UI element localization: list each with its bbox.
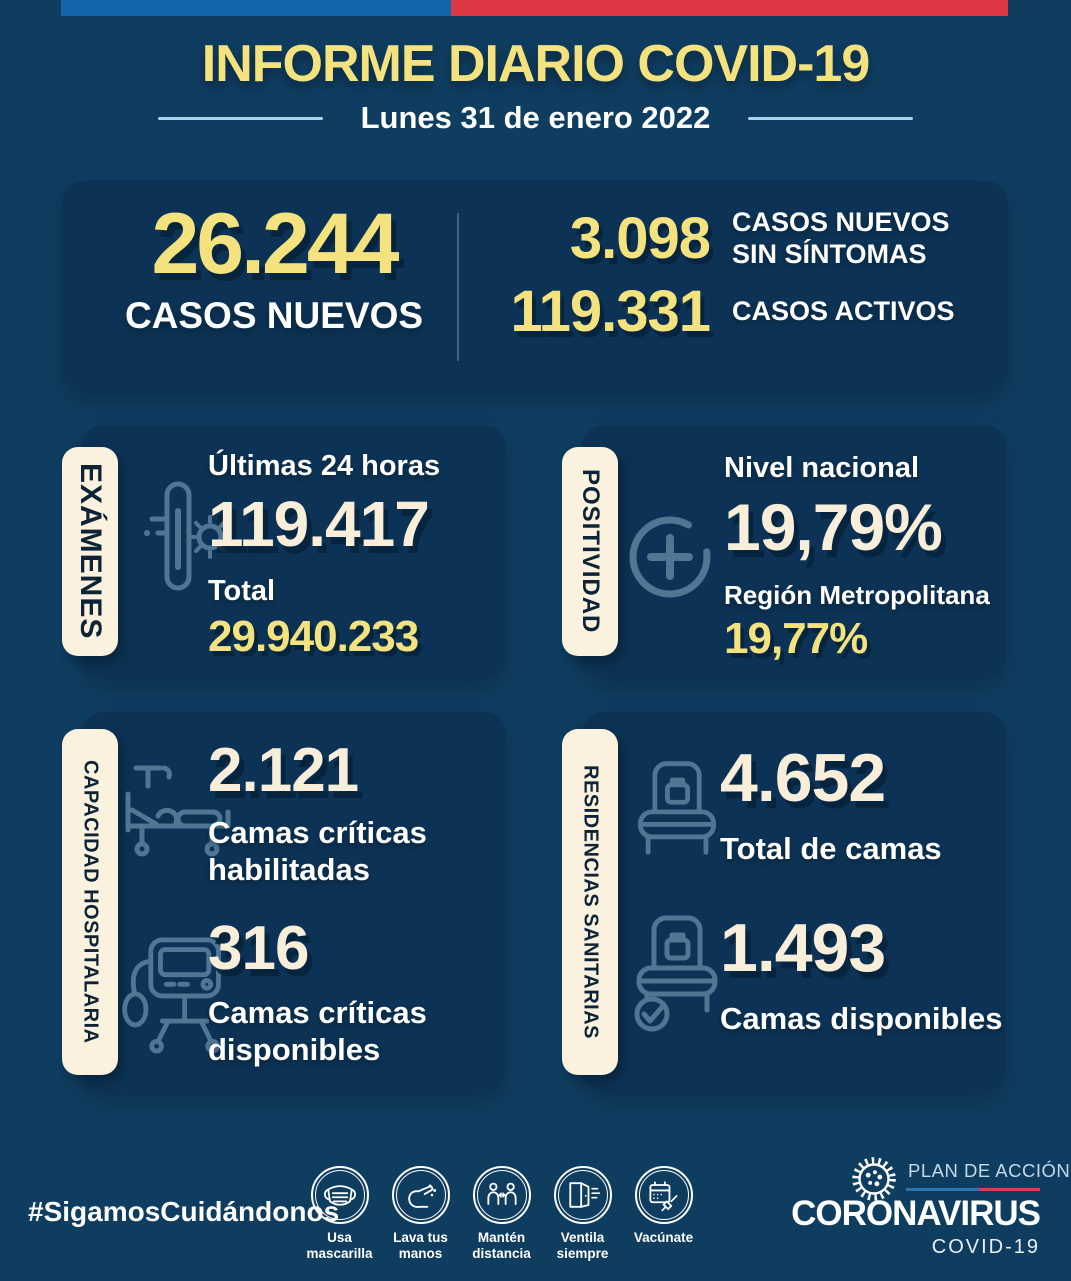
ventilate-icon [568, 1182, 600, 1208]
test-tube-icon [144, 481, 227, 591]
positividad-tab: POSITIVIDAD [562, 447, 618, 656]
measure-vaccinate: Vacúnate [623, 1166, 704, 1261]
flag-ribbon-blue [61, 0, 451, 16]
bed-icon [638, 761, 717, 855]
available-beds-label: Camas disponibles [720, 1001, 1003, 1036]
asymptomatic-value: 3.098 [569, 205, 711, 271]
total-tests-label: Total [208, 574, 276, 607]
residencias-tab: RESIDENCIAS SANITARIAS [562, 729, 618, 1075]
measure-wash-hands: Lava tus manos [380, 1166, 461, 1261]
date-row: Lunes 31 de enero 2022 [0, 100, 1071, 136]
residencias-card: RESIDENCIAS SANITARIAS 4.652 Total de ca… [562, 712, 1006, 1092]
capacidad-tab-label: CAPACIDAD HOSPITALARIA [79, 760, 102, 1044]
measure-circle [310, 1166, 369, 1224]
summary-right-block: 3.098 CASOS NUEVOS SIN SÍNTOMAS 119.331 … [480, 207, 988, 341]
measure-circle [634, 1166, 693, 1224]
examenes-card: EXÁMENES Últimas 24 horas 119.417 Total … [62, 425, 506, 678]
national-label: Nivel nacional [724, 452, 920, 484]
residencias-tab-label: RESIDENCIAS SANITARIAS [579, 765, 602, 1039]
national-value: 19,79% [724, 489, 943, 564]
metro-label: Región Metropolitana [724, 579, 990, 610]
prevention-measures: Usa mascarilla Lava tus manos [299, 1166, 704, 1261]
measure-circle [391, 1166, 450, 1224]
covid19-sublabel: COVID-19 [931, 1236, 1040, 1258]
total-beds-value: 4.652 [720, 740, 886, 816]
summary-card: 26.244 CASOS NUEVOS 3.098 CASOS NUEVOS S… [62, 181, 1008, 392]
hashtag: #SigamosCuidándonos [28, 1196, 340, 1227]
circle-plus-icon [629, 516, 711, 598]
measure-distance: Mantén distancia [461, 1166, 542, 1261]
wash-hands-icon [407, 1184, 436, 1208]
measure-label: Vacúnate [633, 1230, 694, 1245]
report-date: Lunes 31 de enero 2022 [360, 100, 711, 135]
positividad-card: POSITIVIDAD Nivel nacional 19,79% Región… [562, 425, 1006, 678]
measure-label: Lava tus manos [393, 1230, 448, 1261]
critical-beds-enabled-label: Camas críticas habilitadas [208, 815, 427, 888]
positividad-tab-label: POSITIVIDAD [577, 469, 604, 634]
examenes-tab-label: EXÁMENES [74, 463, 107, 640]
flag-ribbon-red [451, 0, 1008, 16]
critical-beds-enabled-value: 2.121 [208, 736, 359, 805]
active-cases-row: 119.331 CASOS ACTIVOS [480, 278, 988, 344]
measure-label: Usa mascarilla [306, 1230, 373, 1261]
plan-de-accion-label: PLAN DE ACCIÓN [908, 1160, 1071, 1181]
measure-circle [472, 1166, 531, 1224]
asymptomatic-label: CASOS NUEVOS SIN SÍNTOMAS [732, 207, 950, 269]
mask-icon [323, 1185, 356, 1206]
active-cases-label: CASOS ACTIVOS [732, 295, 955, 326]
critical-beds-available-label: Camas críticas disponibles [208, 995, 427, 1068]
measure-mask: Usa mascarilla [299, 1166, 380, 1261]
capacidad-tab: CAPACIDAD HOSPITALARIA [62, 729, 118, 1075]
page-title: INFORME DIARIO COVID-19 [201, 35, 871, 93]
examenes-text-block: Últimas 24 horas 119.417 Total 29.940.23… [208, 449, 440, 659]
hospital-bed-icon [125, 765, 231, 857]
plan-underline [906, 1188, 1040, 1191]
active-cases-value: 119.331 [510, 278, 711, 344]
distance-icon [486, 1182, 517, 1205]
last24-value: 119.417 [208, 487, 430, 560]
measure-label: Ventila siempre [556, 1230, 609, 1261]
last24-label: Últimas 24 horas [208, 450, 441, 482]
ventilator-icon [122, 937, 221, 1054]
positividad-text-block: Nivel nacional 19,79% Región Metropolita… [724, 451, 990, 661]
summary-divider [457, 213, 459, 361]
total-tests-value: 29.940.233 [208, 611, 419, 661]
examenes-tab: EXÁMENES [62, 447, 118, 656]
virus-icon [852, 1157, 896, 1201]
asymptomatic-row: 3.098 CASOS NUEVOS SIN SÍNTOMAS [480, 207, 988, 271]
measure-circle [553, 1166, 612, 1224]
measure-ventilate: Ventila siempre [542, 1166, 623, 1261]
new-cases-value: 26.244 [151, 196, 399, 292]
date-dash-right [748, 116, 914, 120]
new-cases-block: 26.244 CASOS NUEVOS [80, 201, 468, 337]
measure-label: Mantén distancia [472, 1230, 531, 1261]
capacidad-card: CAPACIDAD HOSPITALARIA 2.121 Camas críti… [62, 712, 506, 1092]
total-beds-label: Total de camas [720, 831, 942, 866]
new-cases-label: CASOS NUEVOS [124, 295, 424, 336]
coronavirus-brand: CORONAVIRUS [791, 1194, 1041, 1233]
vaccinate-icon [648, 1181, 678, 1212]
date-dash-left [157, 116, 323, 120]
available-beds-value: 1.493 [720, 910, 886, 986]
critical-beds-available-value: 316 [208, 914, 309, 983]
bed-check-icon [634, 915, 718, 1032]
metro-value: 19,77% [724, 613, 868, 663]
